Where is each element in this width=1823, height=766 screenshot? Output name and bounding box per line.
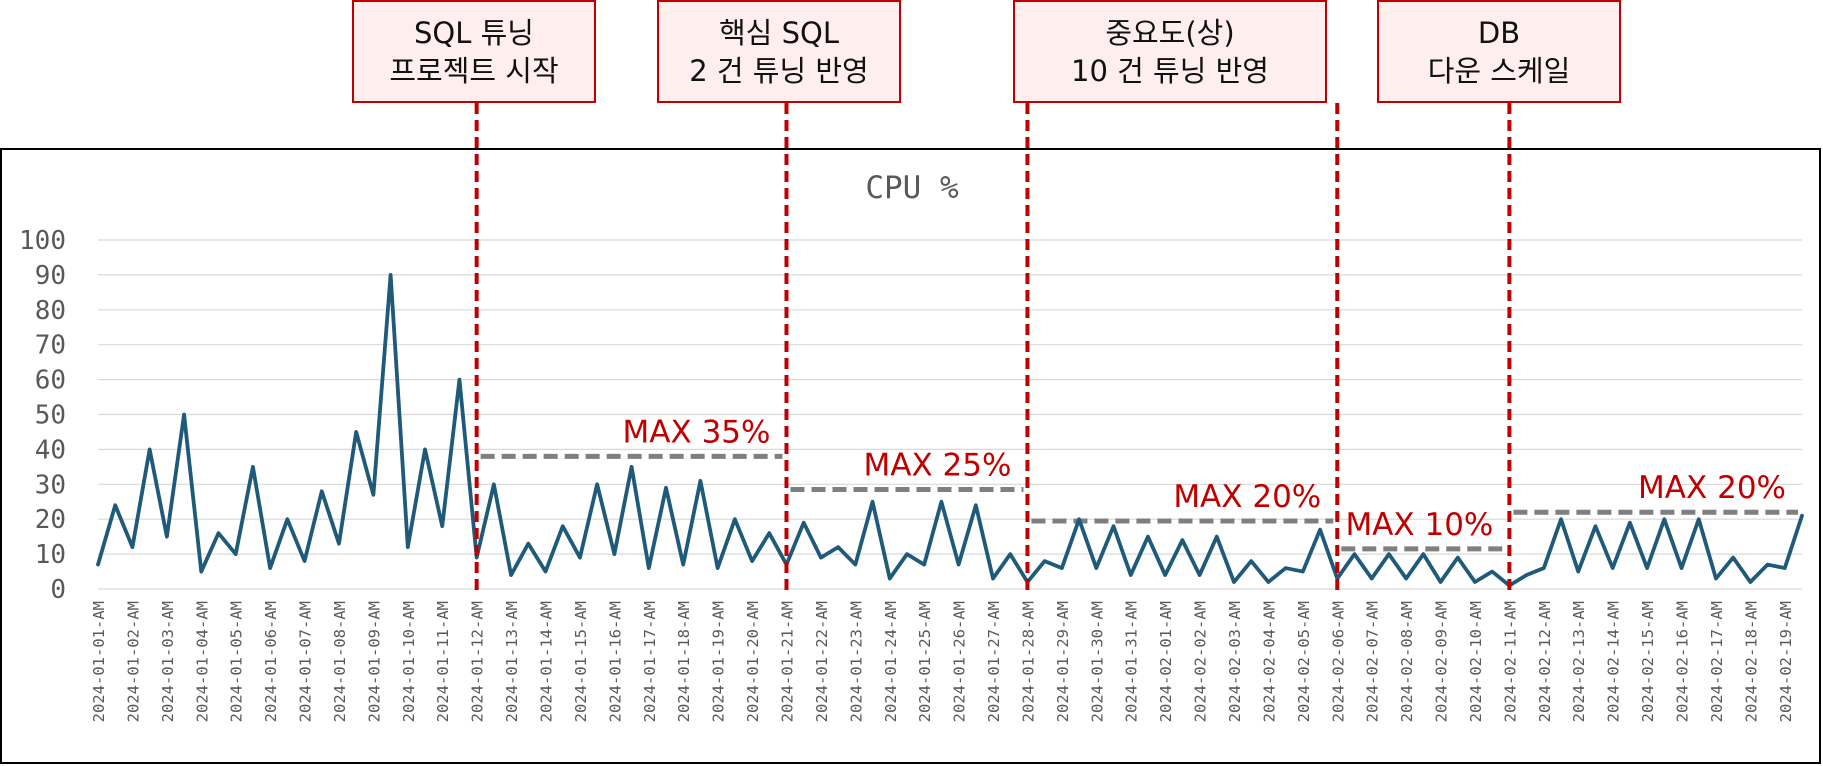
chart-frame <box>0 148 1821 764</box>
x-tick-label: 2024-02-04-AM <box>1260 601 1278 722</box>
y-tick-label: 60 <box>35 366 66 396</box>
x-tick-label: 2024-02-19-AM <box>1777 601 1795 722</box>
phase-annotation-text: SQL 튜닝 <box>414 15 534 50</box>
x-tick-label: 2024-01-21-AM <box>778 601 796 722</box>
x-tick-label: 2024-01-23-AM <box>847 601 865 722</box>
y-tick-label: 0 <box>50 575 66 605</box>
phase-annotation-box: 중요도(상) 10 건 튜닝 반영 <box>1013 0 1327 103</box>
x-tick-label: 2024-01-29-AM <box>1054 601 1072 722</box>
x-tick-label: 2024-01-07-AM <box>297 601 315 722</box>
x-tick-label: 2024-02-11-AM <box>1501 601 1519 722</box>
max-label: MAX 10% <box>1345 507 1493 543</box>
phase-annotation-text: 프로젝트 시작 <box>389 53 559 88</box>
x-tick-label: 2024-01-16-AM <box>606 601 624 722</box>
x-tick-label: 2024-01-17-AM <box>641 601 659 722</box>
max-label: MAX 20% <box>1638 470 1786 506</box>
y-tick-label: 80 <box>35 296 66 326</box>
x-tick-label: 2024-01-28-AM <box>1019 601 1037 722</box>
x-tick-label: 2024-01-24-AM <box>882 601 900 722</box>
phase-annotation-text: DB <box>1477 15 1521 50</box>
x-tick-label: 2024-01-14-AM <box>538 601 556 722</box>
x-tick-label: 2024-01-11-AM <box>434 601 452 722</box>
x-tick-label: 2024-02-17-AM <box>1708 601 1726 722</box>
x-tick-label: 2024-02-05-AM <box>1295 601 1313 722</box>
chart-title: CPU % <box>865 170 959 206</box>
phase-annotation-text: 핵심 SQL <box>719 15 839 50</box>
x-tick-label: 2024-02-09-AM <box>1433 601 1451 722</box>
y-tick-label: 50 <box>35 401 66 431</box>
x-tick-label: 2024-02-12-AM <box>1536 601 1554 722</box>
x-tick-label: 2024-02-13-AM <box>1570 601 1588 722</box>
x-tick-label: 2024-01-12-AM <box>469 601 487 722</box>
x-tick-label: 2024-02-03-AM <box>1226 601 1244 722</box>
x-tick-label: 2024-01-20-AM <box>744 601 762 722</box>
x-tick-label: 2024-02-16-AM <box>1674 601 1692 722</box>
x-tick-label: 2024-01-04-AM <box>193 601 211 722</box>
x-tick-label: 2024-01-08-AM <box>331 601 349 722</box>
cpu-series-line <box>96 272 1804 588</box>
x-tick-label: 2024-02-10-AM <box>1467 601 1485 722</box>
x-tick-label: 2024-01-10-AM <box>400 601 418 722</box>
x-tick-label: 2024-01-18-AM <box>675 601 693 722</box>
phase-annotation-box: 핵심 SQL 2 건 튜닝 반영 <box>657 0 901 103</box>
x-tick-label: 2024-01-19-AM <box>710 601 728 722</box>
max-label: MAX 20% <box>1173 479 1321 515</box>
x-tick-label: 2024-01-26-AM <box>951 601 969 722</box>
x-tick-label: 2024-01-30-AM <box>1088 601 1106 722</box>
x-tick-label: 2024-01-03-AM <box>159 601 177 722</box>
y-tick-label: 90 <box>35 261 66 291</box>
x-tick-label: 2024-01-31-AM <box>1123 601 1141 722</box>
phase-annotation-text: 중요도(상) <box>1105 15 1235 50</box>
x-tick-label: 2024-02-01-AM <box>1157 601 1175 722</box>
x-tick-label: 2024-01-06-AM <box>262 601 280 722</box>
phase-annotation-text: 2 건 튜닝 반영 <box>689 53 869 88</box>
y-tick-label: 20 <box>35 505 66 535</box>
x-tick-label: 2024-01-02-AM <box>124 601 142 722</box>
x-tick-label: 2024-02-08-AM <box>1398 601 1416 722</box>
y-tick-label: 100 <box>19 226 66 256</box>
y-tick-label: 30 <box>35 470 66 500</box>
x-tick-label: 2024-02-14-AM <box>1605 601 1623 722</box>
phase-annotation-text: 다운 스케일 <box>1427 53 1571 88</box>
x-tick-label: 2024-01-15-AM <box>572 601 590 722</box>
x-tick-label: 2024-01-22-AM <box>813 601 831 722</box>
x-tick-label: 2024-01-09-AM <box>365 601 383 722</box>
phase-annotation-box: DB 다운 스케일 <box>1377 0 1621 103</box>
x-tick-label: 2024-01-25-AM <box>916 601 934 722</box>
x-tick-label: 2024-02-18-AM <box>1742 601 1760 722</box>
x-tick-label: 2024-01-05-AM <box>228 601 246 722</box>
y-tick-label: 40 <box>35 435 66 465</box>
phase-annotation-box: SQL 튜닝 프로젝트 시작 <box>352 0 596 103</box>
phase-annotation-text: 10 건 튜닝 반영 <box>1071 53 1269 88</box>
x-tick-label: 2024-02-02-AM <box>1192 601 1210 722</box>
x-tick-label: 2024-01-13-AM <box>503 601 521 722</box>
x-tick-label: 2024-02-15-AM <box>1639 601 1657 722</box>
x-tick-label: 2024-01-27-AM <box>985 601 1003 722</box>
y-tick-label: 70 <box>35 331 66 361</box>
max-label: MAX 25% <box>864 448 1012 484</box>
x-tick-label: 2024-02-07-AM <box>1364 601 1382 722</box>
x-tick-label: 2024-02-06-AM <box>1329 601 1347 722</box>
y-tick-label: 10 <box>35 540 66 570</box>
max-label: MAX 35% <box>623 414 771 450</box>
x-tick-label: 2024-01-01-AM <box>90 601 108 722</box>
